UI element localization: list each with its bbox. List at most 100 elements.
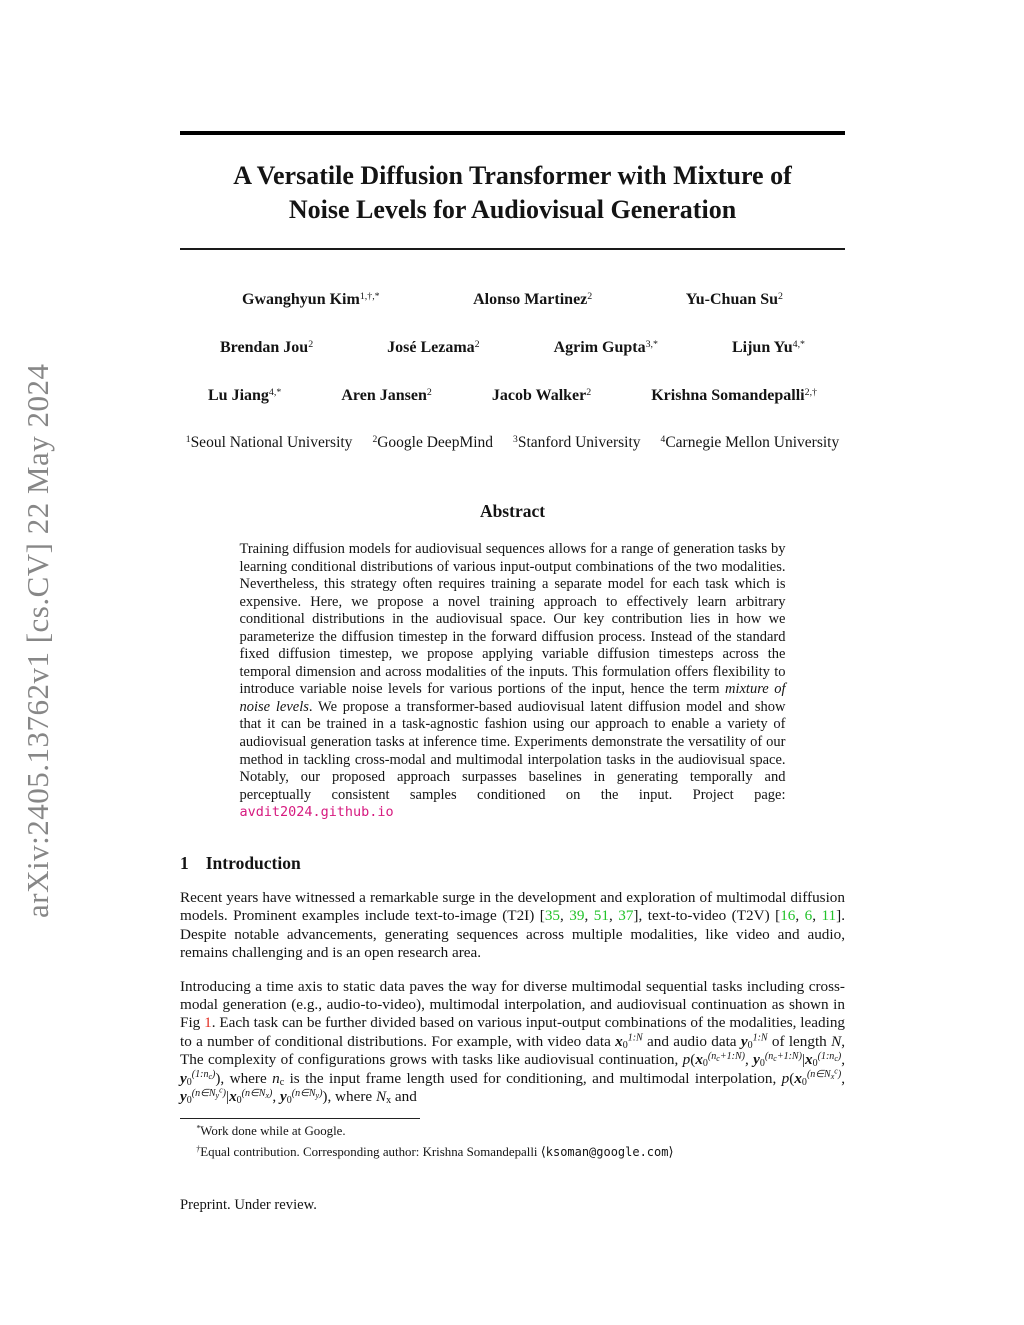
- citation-ref[interactable]: 11: [821, 907, 837, 925]
- text-segment: c: [773, 1053, 777, 1063]
- author-superscript: 2,†: [804, 387, 817, 399]
- text-segment: ): [269, 1087, 273, 1099]
- text-segment: 0: [759, 1058, 765, 1070]
- text-segment: ,: [812, 907, 822, 925]
- text-segment: 0: [186, 1095, 192, 1107]
- author-name: Yu-Chuan Su: [685, 290, 779, 308]
- text-segment: (: [789, 1069, 795, 1087]
- citation-ref[interactable]: 35: [544, 907, 561, 925]
- citation-ref[interactable]: 16: [780, 907, 796, 925]
- text-segment: ksoman@google.com: [545, 1144, 669, 1159]
- author-superscript: 2: [778, 290, 783, 302]
- text-segment: of length: [767, 1032, 832, 1050]
- text-segment: 0: [747, 1039, 753, 1051]
- text-segment: Recent years have witnessed a remarkable…: [180, 888, 845, 925]
- text-segment: . We propose a transformer-based audiovi…: [239, 698, 786, 803]
- author-superscript: 2: [474, 338, 480, 350]
- arxiv-watermark: arXiv:2405.13762v1 [cs.CV] 22 May 2024: [20, 363, 55, 919]
- author-name: Alonso Martinez: [473, 290, 588, 308]
- citation-ref[interactable]: 6: [804, 907, 813, 925]
- text-segment: (n∈Nx): [242, 1088, 273, 1099]
- text-segment: x: [794, 1069, 802, 1087]
- text-segment: (: [241, 1087, 246, 1099]
- text-segment: 0: [186, 1076, 192, 1088]
- text-segment: 0: [236, 1095, 242, 1107]
- text-segment: ,: [560, 907, 570, 925]
- external-link[interactable]: avdit2024.github.io: [239, 804, 394, 821]
- text-segment: Work done while at Google.: [200, 1123, 346, 1138]
- text-segment: N: [375, 1088, 387, 1106]
- text-segment: x: [615, 1032, 623, 1050]
- author-jose-lezama: José Lezama2: [387, 338, 479, 357]
- author-brendan-jou: Brendan Jou2: [220, 338, 313, 357]
- affiliation-name: Stanford University: [517, 434, 641, 452]
- text-segment: †: [196, 1143, 201, 1154]
- text-segment: ∈: [300, 1087, 309, 1099]
- affiliations: 1Seoul National University 2Google DeepM…: [180, 434, 845, 452]
- text-segment: c: [834, 1066, 838, 1076]
- author-name: Gwanghyun Kim: [242, 290, 360, 308]
- text-segment: ): [798, 1050, 802, 1062]
- text-segment: y: [180, 1088, 187, 1106]
- text-segment: mixture of noise levels: [239, 681, 786, 715]
- text-segment: y: [180, 1069, 187, 1087]
- text-segment: 0: [801, 1076, 807, 1088]
- text-segment: ]. Despite notable advancements, generat…: [180, 907, 846, 962]
- author-name: Brendan Jou: [220, 338, 309, 356]
- affiliation-stanford-university: 3Stanford University: [513, 434, 641, 452]
- text-segment: ): [837, 1069, 842, 1081]
- authors-block: Gwanghyun Kim1,†,* Alonso Martinez2 Yu-C…: [180, 290, 845, 406]
- text-segment: (nc+1:N): [765, 1051, 802, 1062]
- author-lijun-yu: Lijun Yu4,*: [732, 338, 805, 357]
- author-name: Jacob Walker: [491, 386, 587, 404]
- author-name: Lu Jiang: [208, 386, 269, 404]
- affiliation-superscript: 1: [185, 434, 191, 446]
- text-segment: (1:: [817, 1050, 830, 1062]
- text-segment: N: [734, 1050, 742, 1062]
- figure-ref[interactable]: 1: [204, 1014, 212, 1032]
- affiliation-name: Google DeepMind: [377, 434, 494, 452]
- text-segment: 0: [812, 1058, 818, 1070]
- text-segment: y: [315, 1090, 320, 1100]
- author-name: José Lezama: [387, 338, 475, 356]
- text-segment: x: [265, 1090, 270, 1100]
- text-segment: x: [386, 1095, 392, 1107]
- footnote-work-done-at-google: *Work done while at Google.: [180, 1123, 845, 1140]
- text-segment: is the input frame length used for condi…: [284, 1069, 782, 1087]
- affiliation-seoul-national-university: 1Seoul National University: [186, 434, 353, 452]
- author-superscript: 4,*: [268, 387, 282, 399]
- paper-title-line2: Noise Levels for Audiovisual Generation: [288, 194, 737, 224]
- author-name: Agrim Gupta: [553, 338, 646, 356]
- text-segment: (n∈Ny): [292, 1088, 323, 1099]
- text-segment: ): [222, 1087, 227, 1099]
- footnote-equal-contribution: †Equal contribution. Corresponding autho…: [180, 1144, 845, 1161]
- text-segment: *: [196, 1122, 201, 1133]
- title-rule-top: [180, 131, 845, 135]
- author-krishna-somandepalli: Krishna Somandepalli2,†: [651, 386, 817, 405]
- text-segment: 1:: [627, 1032, 637, 1044]
- text-segment: n: [810, 1069, 816, 1081]
- affiliation-superscript: 2: [372, 434, 378, 446]
- paper-content: A Versatile Diffusion Transformer with M…: [180, 0, 845, 1214]
- text-segment: p: [781, 1069, 790, 1087]
- citation-ref[interactable]: 39: [569, 907, 585, 925]
- text-segment: 0: [622, 1039, 628, 1051]
- citation-ref[interactable]: 51: [593, 907, 609, 925]
- text-segment: (: [806, 1069, 811, 1081]
- text-segment: N: [208, 1087, 216, 1099]
- text-segment: N: [791, 1050, 799, 1062]
- title-rule-bottom: [180, 247, 845, 250]
- affiliation-google-deepmind: 2Google DeepMind: [372, 434, 493, 452]
- text-segment: (: [191, 1087, 196, 1099]
- text-segment: ): [837, 1050, 842, 1062]
- text-segment: (: [690, 1051, 696, 1069]
- text-segment: N: [636, 1032, 643, 1044]
- author-superscript: 4,*: [792, 338, 805, 350]
- text-segment: Introducing a time axis to static data p…: [180, 977, 845, 1032]
- author-superscript: 3,*: [645, 338, 658, 350]
- text-segment: y: [740, 1032, 748, 1050]
- citation-ref[interactable]: 37: [618, 907, 634, 925]
- text-segment: N: [258, 1087, 266, 1099]
- text-segment: ), where: [322, 1088, 376, 1106]
- text-segment: , The complexity of configurations grows…: [180, 1032, 845, 1069]
